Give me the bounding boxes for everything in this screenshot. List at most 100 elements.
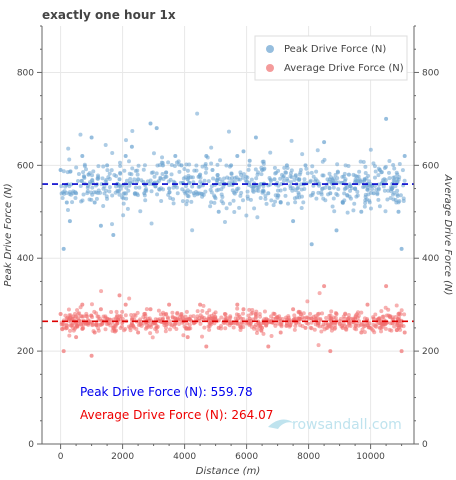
- scatter-point: [134, 179, 139, 184]
- scatter-point: [66, 307, 71, 312]
- scatter-point: [154, 323, 159, 328]
- scatter-point: [262, 166, 267, 171]
- scatter-point: [197, 184, 202, 189]
- scatter-point: [375, 191, 380, 196]
- scatter-point: [388, 314, 393, 319]
- scatter-point: [190, 184, 195, 189]
- scatter-point: [89, 197, 94, 202]
- scatter-point: [260, 159, 265, 164]
- scatter-point: [187, 322, 192, 327]
- data-point: [61, 246, 66, 251]
- scatter-point: [278, 200, 283, 205]
- scatter-point: [219, 199, 224, 204]
- scatter-point: [359, 310, 364, 315]
- scatter-point: [322, 157, 327, 162]
- scatter-point: [89, 302, 94, 307]
- scatter-point: [362, 204, 367, 209]
- scatter-point: [357, 177, 362, 182]
- scatter-point: [224, 163, 229, 168]
- scatter-point: [168, 322, 173, 327]
- scatter-point: [109, 310, 114, 315]
- scatter-point: [183, 175, 188, 180]
- scatter-point: [380, 322, 385, 327]
- scatter-point: [327, 179, 332, 184]
- scatter-point: [363, 171, 368, 176]
- x-tick-label: 8000: [297, 452, 320, 462]
- scatter-point: [124, 178, 129, 183]
- scatter-point: [254, 331, 259, 336]
- scatter-point: [313, 322, 318, 327]
- scatter-point: [353, 173, 358, 178]
- scatter-point: [142, 163, 147, 168]
- scatter-point: [246, 313, 251, 318]
- scatter-point: [169, 162, 174, 167]
- scatter-point: [224, 206, 229, 211]
- scatter-point: [253, 316, 258, 321]
- scatter-point: [128, 176, 133, 181]
- scatter-point: [381, 184, 386, 189]
- scatter-point: [371, 161, 376, 166]
- scatter-point: [122, 328, 127, 333]
- scatter-point: [348, 184, 353, 189]
- scatter-point: [212, 193, 217, 198]
- scatter-point: [372, 175, 377, 180]
- scatter-point: [316, 343, 321, 348]
- scatter-point: [388, 321, 393, 326]
- scatter-point: [376, 173, 381, 178]
- scatter-point: [132, 317, 137, 322]
- scatter-point: [379, 309, 384, 314]
- data-point: [167, 302, 172, 307]
- scatter-point: [323, 185, 328, 190]
- data-point: [198, 302, 203, 307]
- scatter-point: [290, 186, 295, 191]
- scatter-point: [258, 195, 263, 200]
- y-axis-left: 0 200 400 600 800: [17, 25, 42, 450]
- data-point: [291, 219, 296, 224]
- data-point: [303, 325, 308, 330]
- scatter-point: [395, 322, 400, 327]
- scatter-point: [278, 322, 283, 327]
- scatter-point: [118, 183, 123, 188]
- scatter-point: [312, 327, 317, 332]
- scatter-point: [209, 161, 214, 166]
- scatter-point: [107, 171, 112, 176]
- scatter-point: [143, 198, 148, 203]
- scatter-point: [229, 171, 234, 176]
- scatter-point: [121, 196, 126, 201]
- data-point: [148, 121, 153, 126]
- scatter-point: [90, 185, 95, 190]
- scatter-point: [159, 160, 164, 165]
- scatter-point: [89, 190, 94, 195]
- scatter-point: [219, 326, 224, 331]
- data-point: [384, 284, 389, 289]
- scatter-point: [170, 310, 175, 315]
- scatter-point: [277, 314, 282, 319]
- scatter-point: [253, 313, 258, 318]
- scatter-point: [300, 315, 305, 320]
- data-point: [58, 167, 63, 172]
- scatter-point: [132, 312, 137, 317]
- x-tick-label: 0: [58, 452, 64, 462]
- scatter-point: [382, 177, 387, 182]
- scatter-point: [357, 169, 362, 174]
- scatter-point: [253, 167, 258, 172]
- scatter-point: [138, 317, 143, 322]
- scatter-point: [82, 175, 87, 180]
- scatter-point: [144, 188, 149, 193]
- legend[interactable]: Peak Drive Force (N) Average Drive Force…: [254, 35, 408, 81]
- scatter-point: [128, 328, 133, 333]
- scatter-point: [273, 323, 278, 328]
- scatter-point: [114, 309, 119, 314]
- scatter-point: [382, 188, 387, 193]
- scatter-point: [125, 206, 130, 211]
- scatter-point: [205, 155, 210, 160]
- scatter-point: [79, 179, 84, 184]
- scatter-point: [363, 200, 368, 205]
- scatter-point: [68, 169, 73, 174]
- scatter-point: [106, 321, 111, 326]
- y2-tick-label: 800: [422, 68, 439, 78]
- scatter-point: [81, 170, 86, 175]
- scatter-point: [304, 166, 309, 171]
- scatter-point: [241, 172, 246, 177]
- scatter-point: [178, 313, 183, 318]
